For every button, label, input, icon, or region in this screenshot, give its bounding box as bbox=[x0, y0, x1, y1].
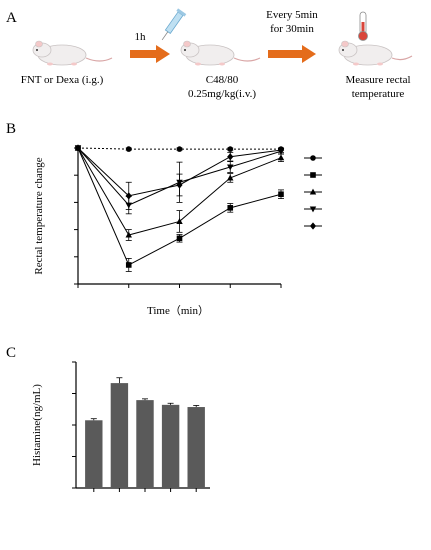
mouse-icon bbox=[180, 40, 261, 66]
line-series-0-point bbox=[227, 146, 234, 152]
line-series-2-point bbox=[176, 218, 183, 224]
line-series-4-point bbox=[125, 192, 132, 200]
syringe-icon bbox=[161, 8, 187, 41]
legend-marker bbox=[310, 172, 316, 178]
legend-marker bbox=[310, 155, 316, 161]
step-1-caption: FNT or Dexa (i.g.) bbox=[21, 74, 104, 86]
bar bbox=[85, 420, 103, 488]
line-series-2-point bbox=[227, 174, 234, 181]
arrow-2-icon bbox=[268, 45, 316, 63]
line-series-4-point bbox=[227, 153, 234, 161]
line-series-4-point bbox=[277, 146, 285, 154]
line-series-2-point bbox=[125, 231, 132, 238]
arrow-1-label: 1h bbox=[135, 31, 147, 43]
legend-marker bbox=[309, 222, 317, 230]
line-series-0-point bbox=[125, 146, 132, 152]
line-series-0-point bbox=[176, 146, 183, 152]
line-series-1-point bbox=[125, 262, 132, 268]
arrow-2-label-line-2: for 30min bbox=[270, 23, 314, 35]
panel-c-letter: C bbox=[6, 345, 16, 361]
panel-b-letter: B bbox=[6, 121, 16, 137]
bar-chart-y-axis-label: Histamine(ng/mL) bbox=[31, 384, 43, 466]
line-series-1-point bbox=[227, 205, 234, 211]
panel-b: B Rectal temperature change Time（min） bbox=[6, 121, 322, 317]
line-series-1-point bbox=[278, 191, 284, 198]
thermometer-icon bbox=[358, 11, 368, 41]
mouse-icon bbox=[338, 40, 413, 66]
legend-marker bbox=[309, 188, 317, 195]
line-series-2-point bbox=[277, 154, 285, 161]
line-series-1-point bbox=[176, 235, 183, 242]
line-chart-legend bbox=[304, 155, 322, 230]
step-3-caption-line-2: temperature bbox=[352, 88, 405, 100]
step-2-caption-line-1: C48/80 bbox=[206, 74, 239, 86]
mouse-icon bbox=[32, 40, 113, 66]
line-chart bbox=[74, 144, 285, 288]
bar bbox=[187, 407, 205, 488]
step-2-caption-line-2: 0.25mg/kg(i.v.) bbox=[188, 88, 256, 100]
bar bbox=[136, 400, 154, 488]
arrow-1-icon bbox=[130, 45, 170, 63]
panel-a-letter: A bbox=[6, 10, 17, 26]
line-series-4-point bbox=[74, 144, 82, 152]
bar bbox=[161, 404, 180, 488]
bar-chart bbox=[72, 361, 210, 492]
panel-c: C Histamine(ng/mL) bbox=[6, 345, 210, 492]
line-series-4-point bbox=[176, 181, 183, 189]
legend-marker bbox=[309, 206, 317, 213]
panel-a: A 1h bbox=[6, 8, 413, 100]
step-3-caption-line-1: Measure rectal bbox=[345, 74, 410, 86]
arrow-2-label-line-1: Every 5min bbox=[266, 9, 318, 21]
line-chart-x-axis-label: Time（min） bbox=[147, 304, 209, 317]
line-series-3-point bbox=[227, 164, 234, 171]
line-chart-y-axis-label: Rectal temperature change bbox=[33, 157, 45, 274]
bar bbox=[110, 383, 129, 488]
